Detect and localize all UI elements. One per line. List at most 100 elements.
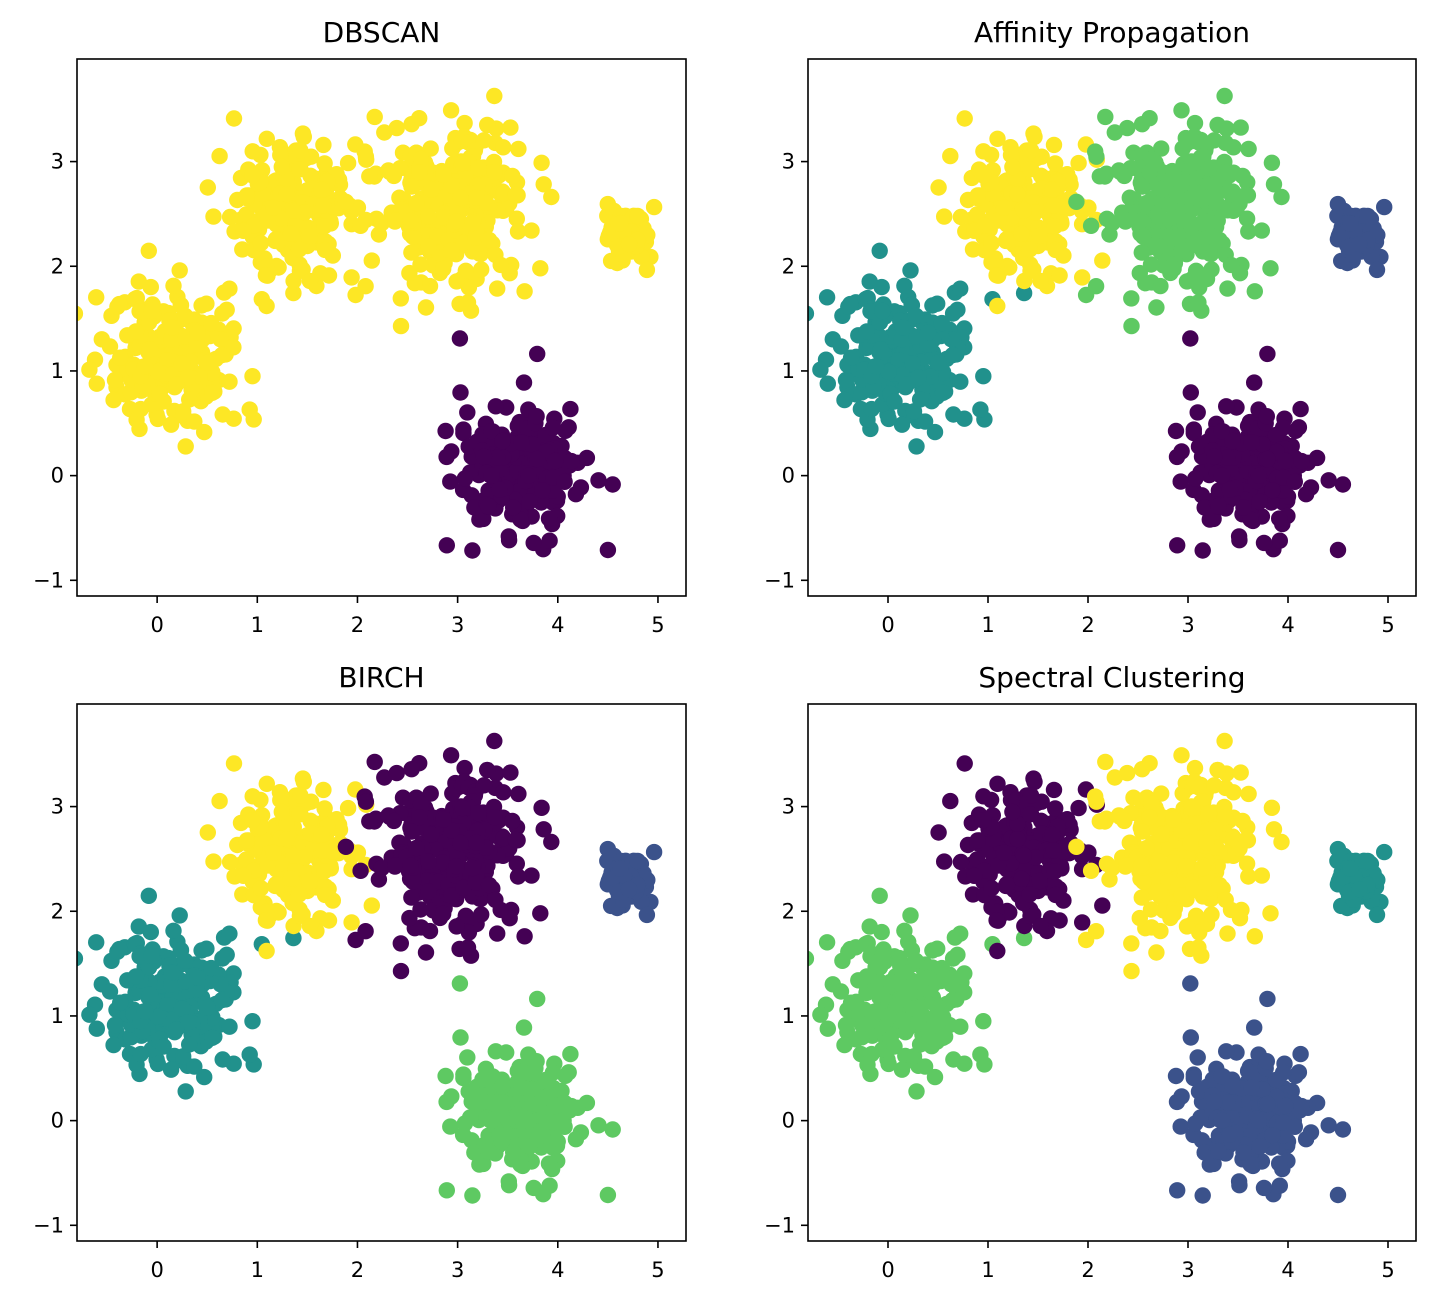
scatter-point — [1044, 826, 1061, 843]
scatter-point — [203, 314, 220, 332]
scatter-point — [213, 346, 231, 364]
x-tick-label: 1 — [251, 1258, 264, 1282]
scatter-point — [347, 286, 364, 304]
scatter-point — [556, 1118, 573, 1136]
scatter-point — [1088, 793, 1105, 810]
scatter-point — [337, 193, 355, 210]
scatter-point — [268, 231, 285, 248]
cluster-0 — [1167, 975, 1352, 1204]
scatter-point — [244, 812, 261, 829]
scatter-point — [1132, 857, 1150, 874]
scatter-point — [37, 989, 53, 1005]
scatter-point — [949, 301, 966, 318]
scatter-point — [523, 867, 540, 884]
scatter-point — [1359, 852, 1376, 870]
scatter-point — [301, 272, 319, 290]
scatter-point — [1259, 1095, 1276, 1113]
scatter-point — [285, 202, 302, 219]
scatter-point — [1186, 114, 1204, 132]
scatter-point — [1077, 931, 1095, 949]
x-tick-label: 5 — [651, 1258, 664, 1282]
scatter-point — [540, 510, 558, 527]
scatter-point — [442, 747, 460, 764]
scatter-point — [244, 1013, 261, 1030]
scatter-point — [543, 188, 560, 206]
scatter-point — [1123, 935, 1140, 952]
scatter-point — [930, 999, 947, 1016]
scatter-point — [873, 923, 890, 941]
subplot-title: Affinity Propagation — [974, 16, 1250, 49]
scatter-point — [904, 355, 921, 372]
scatter-point — [457, 262, 474, 279]
scatter-point — [1191, 279, 1208, 296]
scatter-point — [1376, 198, 1393, 216]
scatter-point — [278, 830, 296, 848]
y-tick-label: 3 — [782, 795, 795, 819]
scatter-point — [464, 542, 481, 559]
scatter-point — [492, 901, 509, 919]
scatter-point — [532, 260, 549, 277]
scatter-point — [188, 981, 205, 998]
scatter-point — [1259, 450, 1276, 468]
scatter-point — [1135, 228, 1152, 245]
scatter-point — [1271, 1177, 1289, 1194]
scatter-point — [1206, 132, 1223, 149]
scatter-point — [926, 423, 944, 441]
scatter-point — [842, 940, 859, 958]
scatter-point — [1148, 299, 1165, 316]
scatter-point — [1243, 434, 1260, 451]
scatter-point — [456, 1115, 474, 1132]
scatter-point — [163, 319, 181, 336]
scatter-point — [140, 887, 157, 904]
scatter-point — [1026, 128, 1043, 146]
cluster-4 — [1329, 840, 1393, 924]
scatter-point — [81, 1006, 98, 1023]
scatter-point — [1094, 252, 1111, 269]
scatter-point — [483, 1112, 500, 1129]
scatter-point — [1206, 1093, 1223, 1110]
scatter-point — [544, 419, 562, 436]
scatter-point — [1253, 867, 1271, 884]
scatter-point — [171, 907, 188, 924]
scatter-point — [521, 1138, 538, 1155]
scatter-point — [520, 1112, 537, 1130]
scatter-point — [452, 1029, 469, 1046]
scatter-point — [989, 130, 1006, 147]
scatter-point — [562, 1045, 579, 1063]
scatter-point — [1265, 176, 1283, 193]
scatter-point — [404, 228, 422, 245]
scatter-point — [934, 384, 952, 401]
scatter-point — [1286, 1118, 1304, 1136]
scatter-point — [1271, 1155, 1288, 1172]
scatter-point — [401, 909, 418, 927]
scatter-point — [448, 858, 465, 875]
scatter-point — [1106, 769, 1124, 786]
scatter-point — [455, 234, 472, 251]
scatter-point — [1255, 1179, 1273, 1197]
scatter-point — [1047, 886, 1064, 904]
scatter-point — [563, 452, 580, 470]
scatter-point — [1015, 847, 1032, 864]
scatter-point — [1150, 208, 1168, 225]
scatter-point — [529, 990, 546, 1008]
scatter-point — [181, 391, 198, 408]
scatter-point — [205, 853, 222, 870]
scatter-point — [1231, 1177, 1248, 1194]
scatter-point — [101, 338, 119, 355]
scatter-point — [213, 991, 231, 1009]
cluster-3 — [1068, 87, 1290, 335]
scatter-point — [988, 912, 1005, 929]
scatter-point — [510, 140, 527, 158]
scatter-point — [438, 1093, 455, 1111]
scatter-point — [352, 217, 369, 234]
scatter-point — [1173, 242, 1191, 259]
scatter-point — [1051, 912, 1068, 929]
scatter-point — [361, 168, 378, 185]
scatter-point — [456, 759, 473, 777]
scatter-point — [422, 785, 439, 802]
cluster-1 — [808, 887, 1033, 1100]
scatter-point — [1133, 116, 1151, 133]
scatter-point — [1013, 225, 1030, 242]
scatter-point — [919, 324, 937, 341]
scatter-point — [221, 280, 238, 297]
